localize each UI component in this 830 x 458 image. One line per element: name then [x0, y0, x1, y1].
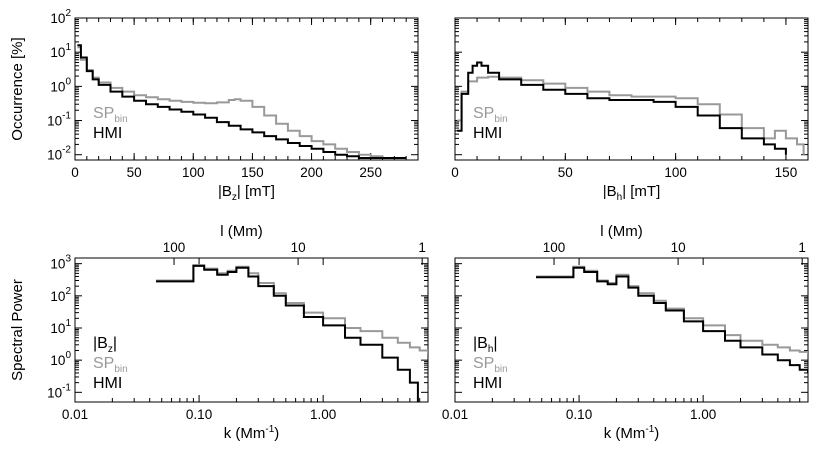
legend-entry: HMI	[93, 375, 122, 392]
x-tick-label: 0	[71, 165, 79, 180]
legend-entry: HMI	[473, 125, 502, 142]
series-spbin	[156, 264, 428, 355]
y-tick-label: 10-1	[47, 382, 71, 400]
top-tick-label: 100	[543, 240, 566, 255]
legend-entry: |Bh|	[473, 335, 498, 355]
x-tick-label: 0.10	[186, 407, 212, 422]
x-tick-label: 150	[241, 165, 264, 180]
x-tick-label: 0.10	[566, 407, 592, 422]
top-tick-label: 10	[671, 240, 686, 255]
top-tick-label: 100	[163, 240, 186, 255]
x-tick-label: 50	[127, 165, 142, 180]
x-tick-label: 1.00	[690, 407, 716, 422]
plot-frame	[74, 17, 419, 161]
legend-entry: SPbin	[473, 355, 508, 375]
legend-entry: |Bz|	[93, 335, 117, 355]
y-tick-label: 102	[50, 286, 71, 304]
legend-entry: SPbin	[93, 105, 128, 125]
series-spbin	[77, 46, 395, 159]
y-tick-label: 100	[50, 76, 71, 94]
top-tick-label: 10	[291, 240, 306, 255]
top-tick-label: 1	[418, 240, 426, 255]
series-hmi	[457, 61, 787, 155]
x-tick-label: 0	[451, 165, 459, 180]
x-tick-label: 50	[558, 165, 573, 180]
plot-frame	[74, 257, 429, 403]
x-axis-title: |Bz| [mT]	[218, 183, 275, 203]
y-tick-label: 100	[50, 350, 71, 368]
legend-entry: HMI	[473, 375, 502, 392]
y-tick-label: 10-2	[47, 145, 71, 163]
y-axis-title: Occurrence [%]	[9, 37, 26, 140]
legend-entry: SPbin	[473, 105, 508, 125]
y-axis-title: Spectral Power	[9, 279, 26, 381]
x-tick-label: 0.01	[442, 407, 468, 422]
series-spbin	[457, 75, 805, 155]
top-axis-title: l (Mm)	[600, 223, 642, 240]
x-axis-title: k (Mm-1)	[604, 424, 660, 442]
legend-entry: SPbin	[93, 355, 128, 375]
top-axis-title: l (Mm)	[220, 223, 262, 240]
y-tick-label: 103	[50, 254, 71, 272]
x-axis-title: |Bh| [mT]	[603, 183, 661, 203]
x-tick-label: 0.01	[62, 407, 88, 422]
y-tick-label: 10-1	[47, 111, 71, 129]
x-tick-label: 1.00	[310, 407, 336, 422]
chart-bh-power: 0.01 0.10 1.00 100 10 1 l (Mm) k (Mm-1) |Bh|SPbi…	[442, 223, 809, 442]
top-tick-label: 1	[798, 240, 806, 255]
plot-frame	[454, 257, 809, 403]
x-tick-label: 250	[359, 165, 382, 180]
series-hmi	[156, 264, 419, 402]
y-tick-label: 101	[50, 42, 71, 60]
y-tick-label: 102	[50, 8, 71, 26]
series-hmi	[536, 266, 808, 373]
x-tick-label: 200	[300, 165, 323, 180]
chart-bz-hist: 0 50 100 150 200 250 10-2 10-1 100 101 102 |Bz| [mT…	[9, 8, 419, 203]
x-tick-label: 150	[775, 165, 798, 180]
x-tick-label: 100	[182, 165, 205, 180]
legend-entry: HMI	[93, 125, 122, 142]
x-axis-title: k (Mm-1)	[224, 424, 280, 442]
series-hmi	[77, 44, 407, 159]
x-tick-label: 100	[664, 165, 687, 180]
y-tick-label: 101	[50, 318, 71, 336]
